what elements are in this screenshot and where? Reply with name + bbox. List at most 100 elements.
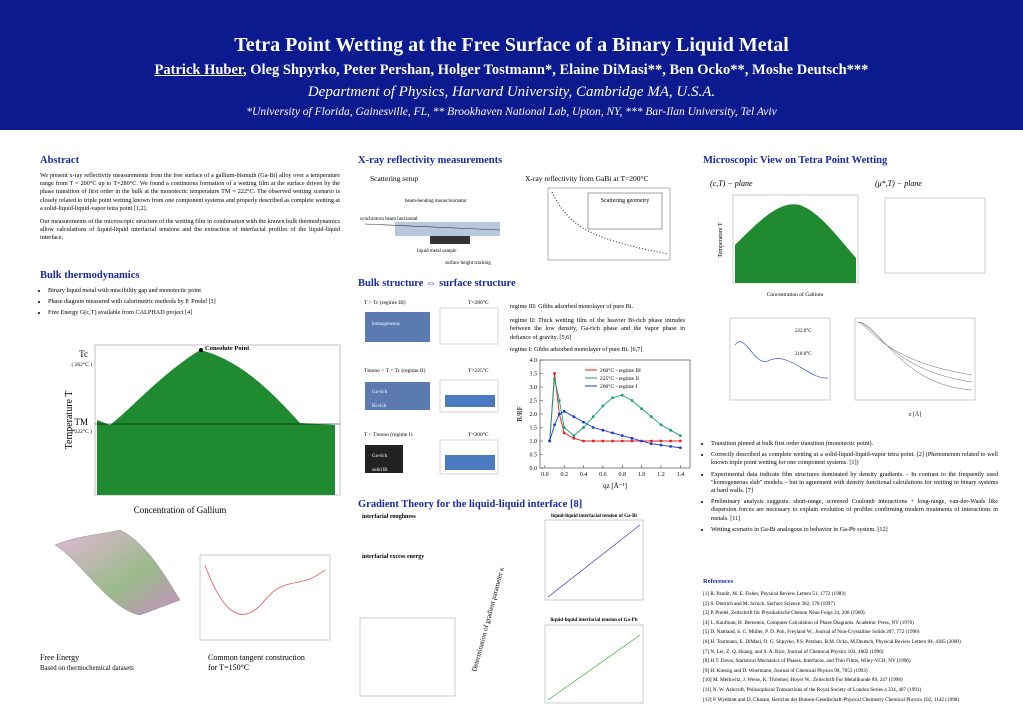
reference: [4] L. Kaufman, H. Bernstein, Computer C… [703, 619, 914, 626]
point [572, 436, 576, 440]
micro-gap [735, 204, 856, 283]
panel-bulk [365, 382, 430, 410]
point [548, 439, 552, 443]
y-axis-title: R/RF [516, 406, 524, 421]
point [562, 409, 566, 413]
references: [1] R. Pandit, M. E. Fisher, Physical Re… [703, 590, 1008, 705]
tension-frame [544, 624, 644, 704]
label: interfacial roughness [362, 514, 416, 520]
panel-bulk [365, 445, 403, 473]
bullet: Free Energy G(c,T) available from CALPHA… [48, 309, 340, 317]
profile-frame [359, 617, 456, 697]
x-tick-label: 0.0 [541, 472, 549, 478]
reference: [12] P. Wynblatt and D. Chatain, Bericht… [703, 696, 960, 703]
series-line [549, 378, 681, 442]
phase-label: Ga-rich [372, 454, 388, 459]
bullet: Phase diagram measured with calorimetric… [48, 298, 340, 306]
point [669, 439, 673, 443]
point [678, 434, 682, 437]
micro-frame [854, 317, 976, 401]
point [591, 415, 595, 419]
label: ( 262°C ) [71, 361, 92, 368]
point [659, 443, 663, 447]
label: Determination of gradient parameter κ [470, 566, 506, 673]
reference: [9] H. Kiessig and D. Woermann, Journal … [703, 667, 868, 674]
y-tick-label: 0.0 [530, 466, 538, 472]
label: interfacial excess energy [362, 554, 425, 560]
section-heading: Abstract [40, 155, 80, 166]
reference: [1] R. Pandit, M. E. Fisher, Physical Re… [703, 591, 846, 597]
point [572, 434, 576, 437]
section-heading: Microscopic View on Tetra Point Wetting [703, 155, 888, 166]
point [611, 439, 614, 443]
caption: Free Energy [40, 653, 79, 662]
point [640, 439, 644, 443]
label: z [Å] [909, 410, 922, 418]
label: Consolute Point [205, 345, 250, 352]
caption: for T=150°C [208, 663, 249, 672]
phase-label: homogeneous [372, 322, 400, 327]
point [562, 431, 566, 435]
bullets: Transition pinned at bulk first order tr… [703, 440, 998, 537]
series-line [549, 410, 681, 449]
tangent-frame [199, 554, 331, 641]
department: Department of Physics, Harvard Universit… [307, 84, 716, 100]
label: ( 222°C ) [71, 428, 92, 435]
point [562, 426, 566, 429]
x-tick-label: 1.4 [677, 472, 685, 478]
list: Binary liquid metal with miscibility gap… [40, 287, 340, 318]
reference: [10] M. Merkwitz, J. Weise, K. Thriemer,… [703, 677, 903, 684]
point [572, 415, 576, 419]
point [669, 445, 673, 448]
reference: [2] S. Dietrich and M. Schick, Surface S… [703, 600, 835, 607]
regime: regime III: Gibbs adsorbed monolayer of … [510, 303, 634, 310]
x-tick-label: 1.2 [657, 472, 665, 478]
label: surface height tracking [445, 261, 491, 266]
point [649, 415, 653, 419]
regimes: regime III: Gibbs adsorbed monolayer of … [510, 303, 685, 360]
title: Tetra Point Wetting at the Free Surface … [234, 34, 789, 56]
point [601, 428, 605, 432]
point [611, 431, 614, 435]
y-tick-label: 2.5 [530, 399, 538, 405]
temperature: T=200°C [468, 432, 489, 438]
label: X-ray reflectivity from GaBi at T=200°C [525, 174, 649, 183]
bullet: Experimental data indicate film structur… [711, 471, 998, 496]
x-tick-label: 0.6 [599, 472, 607, 478]
authors: Patrick Huber, Oleg Shpyrko, Peter Persh… [0, 62, 1023, 79]
legend-label: 200°C - regime I [600, 383, 637, 390]
regime-label: T > Tc (regime III) [364, 300, 406, 306]
y-tick-label: 4.0 [530, 358, 538, 364]
point [659, 439, 663, 443]
y-tick-label: 1.5 [530, 426, 538, 432]
point [582, 420, 585, 424]
tangent-curve [204, 564, 326, 615]
panel-bulk [365, 312, 430, 342]
paragraph: We present x-ray reflectivity measuremen… [40, 172, 340, 212]
point [649, 439, 653, 443]
point [630, 436, 634, 440]
authors: , Oleg Shpyrko, Peter Pershan, Holger To… [243, 62, 869, 78]
point [582, 439, 585, 443]
fit-line [547, 634, 641, 701]
affiliations: *University of Florida, Gainesville, FL,… [246, 106, 777, 118]
series-line [549, 373, 681, 442]
section-heading: Gradient Theory for the liquid-liquid in… [358, 499, 583, 510]
point [620, 434, 624, 437]
geometry-box [587, 192, 663, 230]
point [630, 399, 634, 402]
sample [430, 236, 470, 244]
label: liquid-liquid interfacial tension of Ga-… [551, 514, 637, 519]
point [620, 439, 624, 443]
point [640, 407, 644, 410]
regime: regime I: Gibbs adsorbed monolayer of pu… [510, 345, 643, 353]
y-tick-label: 2.0 [530, 412, 538, 418]
point [601, 439, 605, 443]
beam [364, 223, 501, 231]
miscibility-gap [97, 350, 335, 495]
bullet: Preliminary analysis suggests: short-ran… [711, 498, 998, 523]
profile-decor [857, 321, 973, 391]
y-tick-label: 1.0 [530, 439, 538, 445]
phase-label: Ga-rich [372, 390, 388, 395]
point [553, 372, 556, 375]
